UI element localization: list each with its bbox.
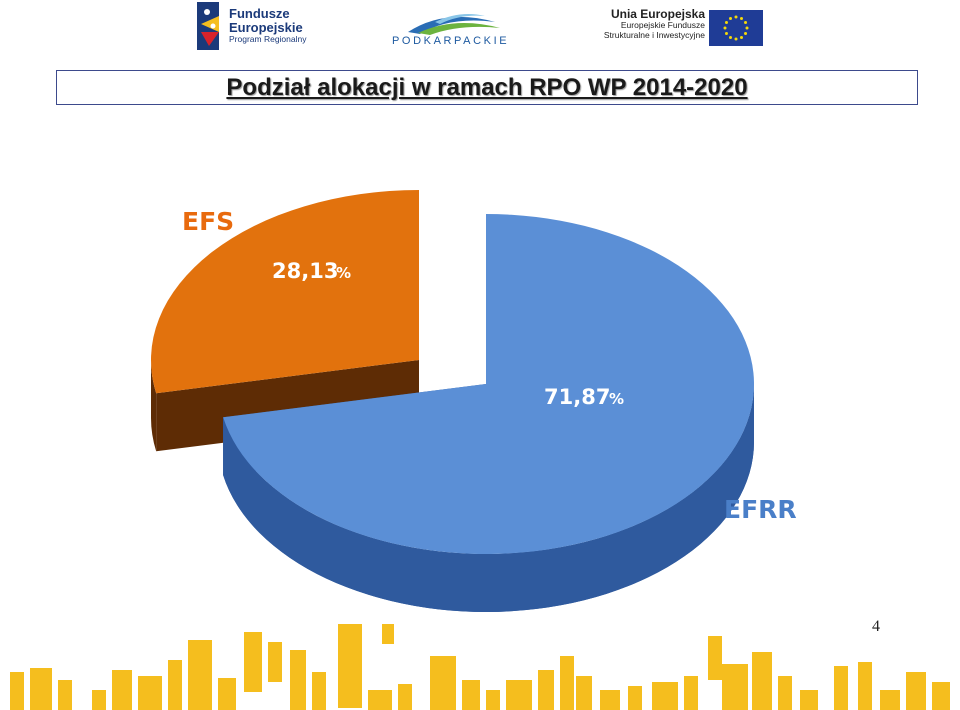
efrr-slice <box>223 214 754 554</box>
footer-bar <box>168 660 182 710</box>
footer-bar <box>560 656 574 710</box>
footer-bar <box>486 690 500 710</box>
footer-bar <box>58 680 72 710</box>
footer-bar <box>290 650 306 710</box>
efrr-side <box>223 384 754 612</box>
footer-bar <box>30 668 52 710</box>
footer-bar <box>368 690 392 710</box>
efrr-value-label: 71,87 <box>544 385 610 409</box>
logo-fe-line2: Europejskie <box>229 19 303 35</box>
footer-bar <box>430 656 456 710</box>
footer-bar <box>506 680 532 710</box>
logo-pk-word: PODKARPACKIE <box>392 35 510 47</box>
footer-bar <box>112 670 132 710</box>
efs-name-label: EFS <box>182 207 234 236</box>
unia-europejska-logo: Unia Europejska Europejskie Fundusze Str… <box>592 4 767 52</box>
efs-slice <box>151 190 420 394</box>
footer-bar <box>382 624 394 644</box>
footer-bar <box>188 640 212 710</box>
logo-ue-line3: Strukturalne i Inwestycyjne <box>603 29 705 40</box>
footer-bar <box>600 690 620 710</box>
footer-bar <box>800 690 818 710</box>
efs-unit-label: % <box>336 264 351 282</box>
footer-bar <box>684 676 698 710</box>
footer-bar <box>244 632 262 692</box>
eu-flag-icon <box>709 10 763 46</box>
footer-bar <box>138 676 162 710</box>
footer-bar <box>906 672 926 710</box>
efs-side <box>151 360 157 452</box>
fundusze-europejskie-logo: Fundusze Europejskie Program Regionalny <box>195 2 320 52</box>
footer-bar <box>722 664 748 710</box>
footer-bar <box>338 624 362 708</box>
logo-ue-line2: Europejskie Fundusze <box>620 20 705 31</box>
efs-value-label: 28,13 <box>272 259 338 283</box>
footer-bar <box>858 662 872 710</box>
footer-bar <box>268 642 282 682</box>
footer-bar <box>880 690 900 710</box>
fe-emblem-icon <box>197 2 219 50</box>
footer-bar <box>576 676 592 710</box>
footer-bar <box>834 666 848 710</box>
footer-bar <box>398 684 412 710</box>
footer-bar <box>752 652 772 710</box>
podkarpackie-swoosh-icon <box>408 14 500 35</box>
page-number: 4 <box>872 618 880 635</box>
footer-bar <box>628 686 642 710</box>
footer-bar <box>312 672 326 710</box>
footer-bar <box>10 672 24 710</box>
footer-bar <box>92 690 106 710</box>
efrr-unit-label: % <box>609 390 624 408</box>
title-box: Podział alokacji w ramach RPO WP 2014-20… <box>56 70 918 105</box>
footer-bar <box>778 676 792 710</box>
efs-cut-wall <box>156 360 419 452</box>
page-title: Podział alokacji w ramach RPO WP 2014-20… <box>226 74 748 101</box>
logo-fe-line1: Fundusze <box>229 6 290 21</box>
footer-bar <box>218 678 236 710</box>
logo-ue-line1: Unia Europejska <box>610 7 705 21</box>
efrr-name-label: EFRR <box>724 495 797 524</box>
header-logos: Fundusze Europejskie Program Regionalny … <box>0 0 960 60</box>
footer-bar <box>932 682 950 710</box>
logo-fe-line3: Program Regionalny <box>229 34 307 45</box>
footer-decoration <box>10 624 950 710</box>
footer-bar <box>708 636 722 680</box>
footer-bar <box>538 670 554 710</box>
footer-bar <box>462 680 480 710</box>
podkarpackie-logo: PODKARPACKIE <box>390 6 515 50</box>
footer-bar <box>652 682 678 710</box>
